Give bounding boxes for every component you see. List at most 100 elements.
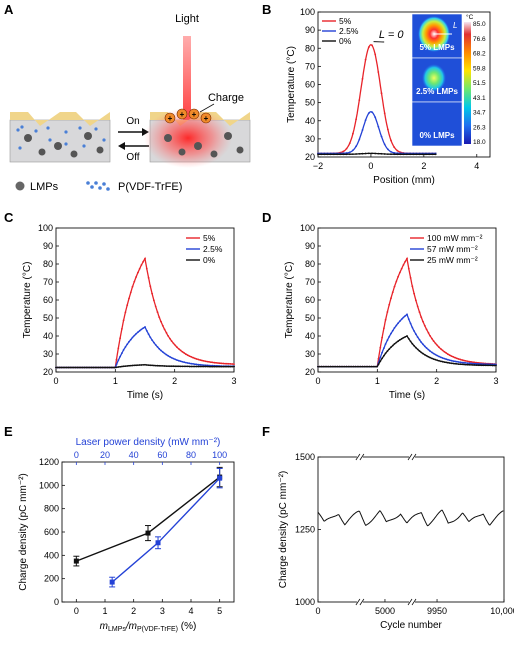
y-tick-label: 100 xyxy=(300,7,315,17)
series-2-line-point xyxy=(87,367,89,369)
series-2-line-point xyxy=(222,366,224,368)
y-tick-label: 20 xyxy=(43,367,53,377)
series-2-line-point xyxy=(431,153,433,155)
series-0-line-point xyxy=(415,300,417,302)
series-2-line-point xyxy=(228,366,230,368)
series-0-line-point xyxy=(383,327,385,329)
y-tick-label: 20 xyxy=(305,367,315,377)
series-2-line-point xyxy=(176,365,178,367)
series-2-line-point xyxy=(80,367,82,369)
series-2-line-point xyxy=(226,366,228,368)
series-2-line-point xyxy=(94,367,96,369)
series-2-line-point xyxy=(428,356,430,358)
thermal-image-label: 2.5% LMPs xyxy=(416,87,458,96)
x-tick-label: 10,000 xyxy=(490,606,514,616)
series-2-line-point xyxy=(160,365,162,367)
series-2-line-point xyxy=(119,366,121,368)
series-2-line-point xyxy=(472,364,474,366)
series-2-line-point xyxy=(322,366,324,368)
series-1-line-point xyxy=(196,364,198,366)
series-1-line-point xyxy=(381,136,383,138)
y-tick-label: 70 xyxy=(305,277,315,287)
legend-label: 100 mW mm⁻² xyxy=(427,233,483,243)
series-0-line-point xyxy=(224,363,226,365)
series-2-line-point xyxy=(416,153,418,155)
series-2-line-point xyxy=(130,365,132,367)
series-2-line-point xyxy=(60,367,62,369)
series-2-line-point xyxy=(208,366,210,368)
series-2-line-point xyxy=(173,365,175,367)
series-1-line-point xyxy=(141,329,143,331)
series-2-line-point xyxy=(142,364,144,366)
series-2-line-point xyxy=(436,359,438,361)
series-0-line-point xyxy=(390,140,392,142)
series-0-line-point xyxy=(433,340,435,342)
series-0-line-point xyxy=(385,319,387,321)
series-2-line-point xyxy=(415,347,417,349)
series-2-line-point xyxy=(384,153,386,155)
data-point xyxy=(217,476,222,481)
series-1-line-point xyxy=(362,129,364,131)
series-2-line-point xyxy=(365,366,367,368)
color-scale-label: 76.6 xyxy=(473,36,486,43)
series-0-line-point xyxy=(394,286,396,288)
series-2-line-point xyxy=(153,365,155,367)
series-1-line-point xyxy=(180,360,182,362)
series-2-line-point xyxy=(139,364,141,366)
series-2-line-point xyxy=(435,359,437,361)
series-0-line-point xyxy=(390,297,392,299)
series-0-line-point xyxy=(426,329,428,331)
series-2-line-point xyxy=(339,366,341,368)
y-tick-label: 80 xyxy=(43,259,53,269)
x-tick-label: 0 xyxy=(315,606,320,616)
series-2-line-point xyxy=(470,364,472,366)
series-2-line-point xyxy=(82,367,84,369)
series-1-line-point xyxy=(415,333,417,335)
charge-plus: + xyxy=(180,110,185,119)
series-1-line-point xyxy=(384,144,386,146)
x-tick-label: 0 xyxy=(315,376,320,386)
series-2-line-point xyxy=(356,366,358,368)
legend-label: 5% xyxy=(203,233,216,243)
series-2-line-point xyxy=(392,345,394,347)
series-0-line-point xyxy=(226,363,228,365)
series-2-line-point xyxy=(371,153,373,155)
series-2-line-point xyxy=(183,366,185,368)
series-1-line-point xyxy=(349,151,351,153)
y-tick-label: 50 xyxy=(305,313,315,323)
y-tick-label: 0 xyxy=(54,597,59,607)
series-1-line-point xyxy=(451,360,453,362)
series-1-line-point xyxy=(458,361,460,363)
plot-frame xyxy=(318,457,504,602)
series-0-line-point xyxy=(381,337,383,339)
series-1-line-point xyxy=(410,323,412,325)
series-1-line-point xyxy=(121,352,123,354)
series-2-line-point xyxy=(362,153,364,155)
series-1-line-point xyxy=(381,352,383,354)
l-zero-label: L = 0 xyxy=(379,29,404,41)
series-0-line-point xyxy=(388,304,390,306)
series-2-line-point xyxy=(317,366,319,368)
series-2-line-point xyxy=(411,343,413,345)
series-2-line-point xyxy=(62,367,64,369)
series-1-line-point xyxy=(128,341,130,343)
series-1-line-point xyxy=(182,361,184,363)
series-0-line-point xyxy=(444,351,446,353)
series-2-line-point xyxy=(330,366,332,368)
series-0-line-point xyxy=(146,268,148,270)
series-0-line-point xyxy=(167,335,169,337)
series-2-line-point xyxy=(346,153,348,155)
y-tick-label: 70 xyxy=(43,277,53,287)
lmp-legend-label: LMPs xyxy=(30,181,59,193)
series-2-line-point xyxy=(155,365,157,367)
series-0-line-point xyxy=(454,357,456,359)
charge-density-line xyxy=(318,510,503,526)
color-scale-label: 59.8 xyxy=(473,65,486,72)
series-2-line-point xyxy=(121,366,123,368)
series-1-line-point xyxy=(162,351,164,353)
series-2-line-point xyxy=(424,354,426,356)
series-0-line-point xyxy=(393,146,395,148)
series-0-line-point xyxy=(158,316,160,318)
series-1-line-point xyxy=(438,356,440,358)
series-0-line-point xyxy=(399,272,401,274)
